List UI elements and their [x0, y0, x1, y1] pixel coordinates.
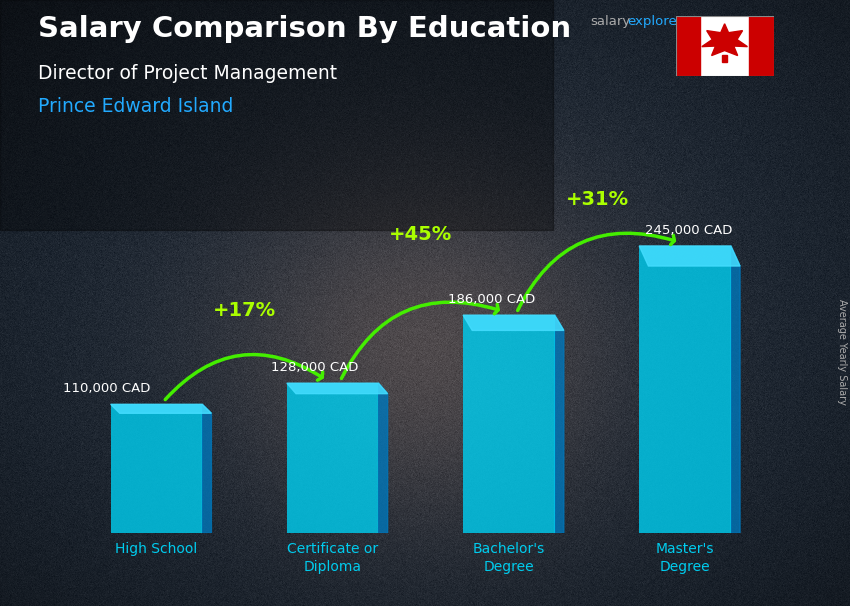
Bar: [722, 55, 727, 62]
Text: 186,000 CAD: 186,000 CAD: [448, 293, 535, 306]
Polygon shape: [702, 24, 747, 56]
Polygon shape: [639, 246, 740, 266]
Polygon shape: [286, 383, 388, 394]
Text: Average Yearly Salary: Average Yearly Salary: [837, 299, 847, 404]
Polygon shape: [202, 404, 212, 533]
Polygon shape: [378, 383, 388, 533]
Bar: [639, 246, 731, 533]
Text: Salary Comparison By Education: Salary Comparison By Education: [38, 15, 571, 43]
Polygon shape: [731, 246, 740, 533]
Text: +17%: +17%: [213, 301, 276, 320]
Text: Prince Edward Island: Prince Edward Island: [38, 97, 234, 116]
Text: 245,000 CAD: 245,000 CAD: [645, 224, 733, 236]
Polygon shape: [555, 315, 564, 533]
Text: +45%: +45%: [389, 225, 452, 244]
Bar: [286, 383, 378, 533]
Bar: [0, 0, 552, 230]
Text: explorer: explorer: [627, 15, 683, 28]
Polygon shape: [463, 315, 564, 330]
Polygon shape: [110, 404, 212, 413]
Bar: [749, 16, 774, 76]
Text: Director of Project Management: Director of Project Management: [38, 64, 337, 82]
Text: salary: salary: [591, 15, 631, 28]
Text: 110,000 CAD: 110,000 CAD: [64, 382, 150, 395]
Text: 128,000 CAD: 128,000 CAD: [271, 361, 359, 374]
Text: .com: .com: [674, 15, 706, 28]
Bar: [463, 315, 555, 533]
Text: +31%: +31%: [565, 190, 628, 208]
Bar: [110, 404, 202, 533]
Bar: [676, 16, 700, 76]
